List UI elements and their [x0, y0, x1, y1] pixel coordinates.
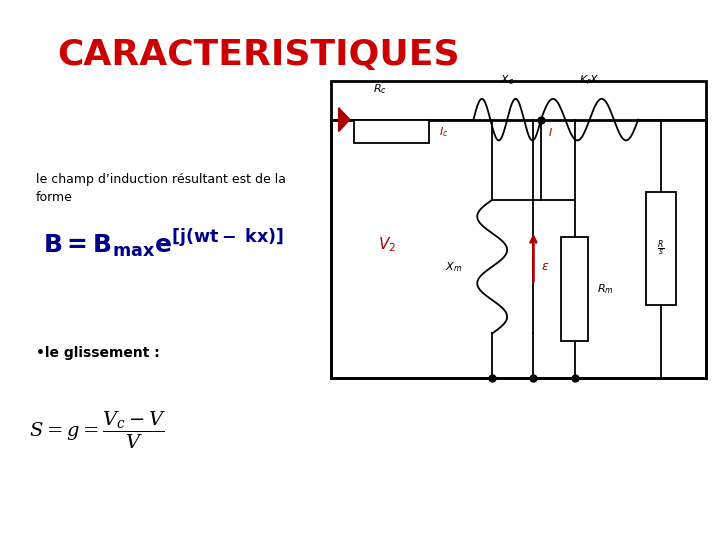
Polygon shape: [338, 108, 350, 131]
Text: $\bf{B{=}B_{max}e^{[j(wt-\ kx)]}}$: $\bf{B{=}B_{max}e^{[j(wt-\ kx)]}}$: [43, 227, 284, 260]
Bar: [331, 81, 706, 378]
Text: $\frac{R}{s}$: $\frac{R}{s}$: [657, 239, 665, 259]
Text: le champ d’induction résultant est de la
forme: le champ d’induction résultant est de la…: [36, 173, 286, 204]
Text: CARACTERISTIQUES: CARACTERISTIQUES: [58, 38, 460, 72]
Text: $X_m$: $X_m$: [445, 260, 462, 274]
Text: $S = g = \dfrac{V_c - V}{V}$: $S = g = \dfrac{V_c - V}{V}$: [29, 410, 166, 451]
Text: $X_c$: $X_c$: [500, 73, 514, 87]
Text: $\varepsilon$: $\varepsilon$: [541, 260, 549, 273]
Text: •le glissement :: •le glissement :: [36, 346, 160, 360]
Text: $I$: $I$: [549, 126, 554, 138]
Bar: [354, 120, 428, 144]
Text: $I_c$: $I_c$: [438, 126, 449, 139]
Text: $R_m$: $R_m$: [597, 282, 613, 296]
Text: $R_c$: $R_c$: [373, 82, 387, 96]
Text: $V_2$: $V_2$: [378, 235, 397, 254]
Bar: [562, 237, 588, 341]
Bar: [646, 192, 675, 305]
Text: $K_r X$: $K_r X$: [579, 73, 600, 87]
